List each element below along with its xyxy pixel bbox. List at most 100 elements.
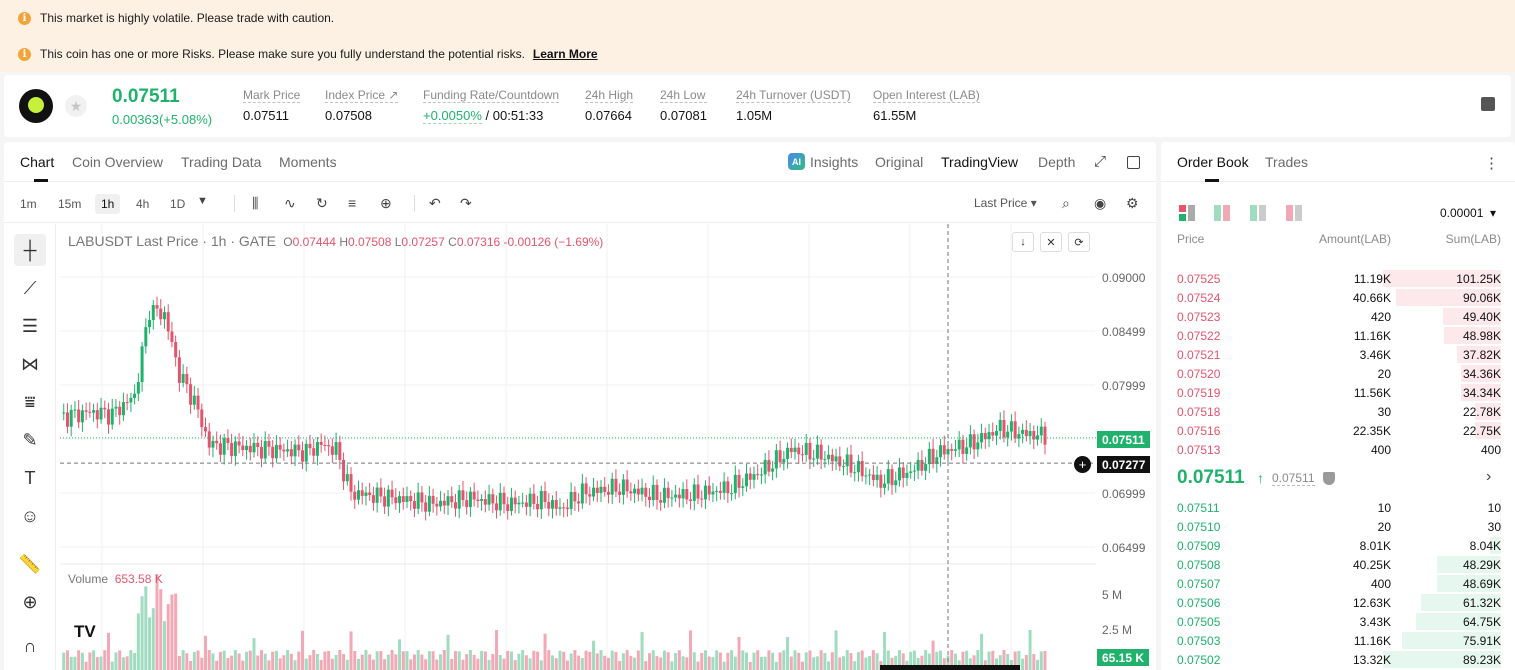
ask-row[interactable]: 0.07522 11.16K 48.98K [1161, 326, 1515, 345]
bid-price: 0.07511 [1177, 501, 1220, 515]
bid-row[interactable]: 0.07509 8.01K 8.04K [1161, 536, 1515, 555]
view-bids-icon[interactable] [1250, 205, 1266, 221]
maximize-icon[interactable]: ⟳ [1068, 232, 1090, 252]
stat-index-price[interactable]: Index Price ↗ 0.07508 [325, 88, 399, 123]
candle-type-icon[interactable]: ⫼ [252, 195, 259, 211]
favorite-star-icon[interactable]: ★ [65, 95, 87, 117]
bid-sum: 89.23K [1462, 653, 1501, 667]
tab-trades[interactable]: Trades [1265, 154, 1309, 170]
up-arrow-icon: ↑ [1257, 470, 1264, 486]
bid-row[interactable]: 0.07511 10 10 [1161, 498, 1515, 517]
risk-text: This coin has one or more Risks. Please … [40, 47, 525, 61]
tab-insights[interactable]: Insights [810, 154, 859, 170]
ask-price: 0.07524 [1177, 291, 1221, 305]
bid-sum: 61.32K [1462, 596, 1501, 610]
indicators-icon[interactable]: ∿ [284, 195, 296, 211]
bid-row[interactable]: 0.07505 3.43K 64.75K [1161, 612, 1515, 631]
add-alert-icon[interactable]: ⊕ [380, 195, 392, 211]
timeframe-1d[interactable]: 1D [170, 197, 186, 211]
ask-amount: 20 [1377, 367, 1391, 381]
bid-row[interactable]: 0.07508 40.25K 48.29K [1161, 555, 1515, 574]
tab-order-book[interactable]: Order Book [1177, 154, 1249, 182]
ask-amount: 30 [1377, 405, 1391, 419]
bid-amount: 13.32K [1352, 653, 1391, 667]
timeframe-4h[interactable]: 4h [136, 197, 150, 211]
drawing-toolbar: ┼ ⟋ ☰ ⋈ ⩸ ✎ T ☺ 📏 ⊕ ∩ [4, 224, 56, 670]
collapse-icon[interactable]: ✕ [1040, 232, 1062, 252]
depth-bar [1420, 594, 1501, 611]
bid-sum: 48.29K [1462, 558, 1501, 572]
bid-row[interactable]: 0.07506 12.63K 61.32K [1161, 593, 1515, 612]
screenshot-icon[interactable]: ◉ [1094, 195, 1107, 211]
zoom-in-icon[interactable]: ⊕ [22, 591, 38, 612]
tab-moments[interactable]: Moments [279, 154, 337, 170]
timeframe-1m[interactable]: 1m [20, 197, 37, 211]
view-both-alt-icon[interactable] [1214, 205, 1230, 221]
ask-row[interactable]: 0.07520 20 34.36K [1161, 364, 1515, 383]
bid-row[interactable]: 0.07507 400 48.69K [1161, 574, 1515, 593]
ask-row[interactable]: 0.07516 22.35K 22.75K [1161, 421, 1515, 440]
precision-select[interactable]: 0.00001 ▾ [1440, 206, 1497, 220]
insights-icon: AI [788, 153, 805, 170]
tab-chart[interactable]: Chart [20, 154, 55, 182]
ask-amount: 11.19K [1353, 272, 1391, 286]
ask-row[interactable]: 0.07519 11.56K 34.34K [1161, 383, 1515, 402]
ask-row[interactable]: 0.07523 420 49.40K [1161, 307, 1515, 326]
tab-original[interactable]: Original [875, 154, 924, 170]
depth-bar [1460, 365, 1501, 382]
trendline-icon[interactable]: ⟋ [23, 277, 37, 298]
learn-more-link[interactable]: Learn More [532, 47, 598, 61]
view-both-icon[interactable] [1179, 205, 1195, 221]
depth-bar [1444, 327, 1501, 344]
depth-bar [1395, 289, 1501, 306]
ask-row[interactable]: 0.07524 40.66K 90.06K [1161, 288, 1515, 307]
prediction-icon[interactable]: ⩸ [24, 391, 36, 412]
view-asks-icon[interactable] [1286, 205, 1302, 221]
brush-icon[interactable]: ✎ [22, 429, 38, 450]
replay-icon[interactable]: ↻ [316, 195, 328, 211]
emoji-icon[interactable]: ☺ [20, 505, 40, 526]
depth-bar [1475, 422, 1501, 439]
tab-depth[interactable]: Depth [1038, 154, 1076, 170]
timeframe-1h[interactable]: 1h [95, 194, 121, 214]
bid-row[interactable]: 0.07510 20 30 [1161, 517, 1515, 536]
window-mode-icon[interactable] [1127, 156, 1140, 169]
ask-row[interactable]: 0.07521 3.46K 37.82K [1161, 345, 1515, 364]
ask-row[interactable]: 0.07518 30 22.78K [1161, 402, 1515, 421]
guide-book-icon[interactable] [1481, 97, 1495, 111]
price-axis-label: 0.07999 [1102, 379, 1146, 393]
more-menu-icon[interactable]: ⋮ [1484, 155, 1499, 172]
ask-row[interactable]: 0.07525 11.19K 101.25K [1161, 269, 1515, 288]
candlestick-chart[interactable] [60, 224, 1096, 670]
tab-tradingview[interactable]: TradingView [941, 154, 1019, 170]
crosshair-icon[interactable]: ┼ [14, 234, 46, 266]
ruler-icon[interactable]: 📏 [18, 553, 42, 574]
bid-price: 0.07510 [1177, 520, 1221, 534]
ask-amount: 22.35K [1352, 424, 1391, 438]
fib-icon[interactable]: ☰ [21, 315, 39, 336]
ask-row[interactable]: 0.07513 400 400 [1161, 440, 1515, 459]
tradingview-logo: TV [74, 622, 96, 641]
tab-trading-data[interactable]: Trading Data [181, 154, 262, 170]
tab-coin-overview[interactable]: Coin Overview [72, 154, 164, 170]
price-type-select[interactable]: Last Price ▾ [974, 196, 1037, 210]
redo-icon[interactable]: ↷ [460, 195, 472, 211]
settings-gear-icon[interactable]: ⚙ [1126, 195, 1139, 211]
timeframe-15m[interactable]: 15m [58, 197, 82, 211]
timeframe-dropdown-icon[interactable]: ▼ [197, 195, 208, 207]
bid-row[interactable]: 0.07502 13.32K 89.23K [1161, 650, 1515, 669]
templates-icon[interactable]: ≡ [348, 195, 357, 211]
magnet-icon[interactable]: ∩ [23, 635, 37, 656]
undo-icon[interactable]: ↶ [429, 195, 441, 211]
depth-bar [1437, 575, 1501, 592]
scroll-down-icon[interactable]: ↓ [1012, 232, 1034, 252]
add-order-plus-icon[interactable]: + [1074, 456, 1091, 473]
ask-sum: 90.06K [1462, 291, 1501, 305]
fullscreen-icon[interactable]: ⤢ [1094, 153, 1107, 170]
bid-row[interactable]: 0.07503 11.16K 75.91K [1161, 631, 1515, 650]
search-icon[interactable]: ⌕ [1062, 195, 1070, 211]
text-icon[interactable]: T [24, 467, 36, 488]
pattern-icon[interactable]: ⋈ [21, 353, 39, 374]
ask-price: 0.07521 [1177, 348, 1221, 362]
chevron-right-icon[interactable]: › [1486, 468, 1492, 485]
